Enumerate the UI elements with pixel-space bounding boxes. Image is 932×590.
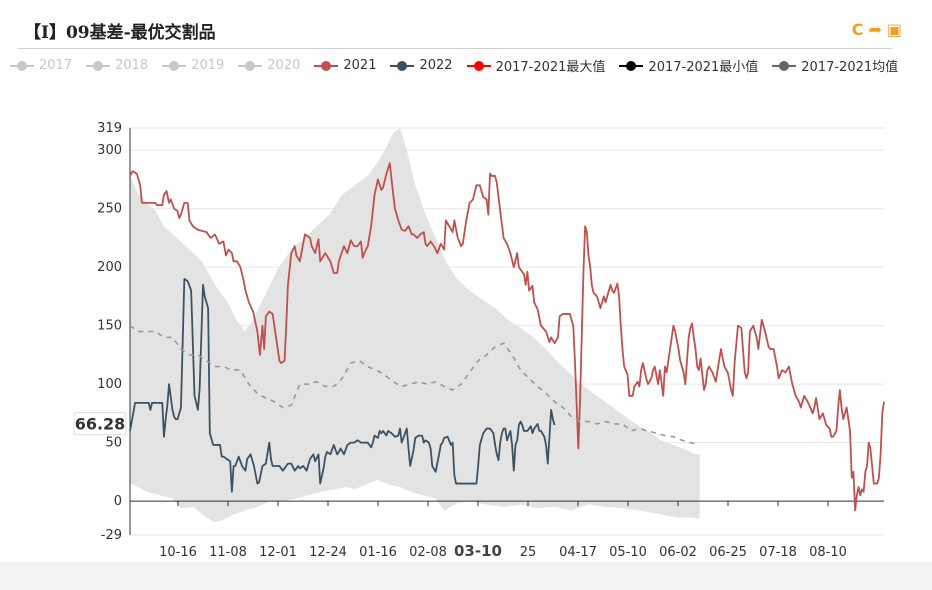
legend-item[interactable]: 2017-2021均值 — [772, 56, 898, 75]
footer-band — [0, 562, 932, 590]
y-tick-label: 150 — [97, 319, 122, 334]
y-tick-label: 0 — [114, 494, 122, 509]
legend-marker — [238, 60, 263, 72]
x-tick-label: 12-01 — [259, 545, 297, 560]
legend-marker — [10, 60, 34, 72]
legend-label: 2017-2021最大值 — [495, 60, 606, 75]
legend-label: 2021 — [343, 58, 377, 73]
legend-marker — [390, 60, 415, 72]
chart-title: 【I】09基差-最优交割品 — [24, 23, 216, 43]
legend-item[interactable]: 2017-2021最大值 — [466, 56, 606, 75]
x-tick-label: 07-18 — [759, 545, 797, 560]
x-tick-label: 12-24 — [309, 545, 347, 560]
legend-label: 2020 — [267, 58, 301, 73]
refresh-icon[interactable]: C — [851, 20, 864, 39]
y-tick-label: 100 — [97, 377, 122, 392]
series-line-2017-2021均值 — [129, 324, 700, 446]
x-tick-label: 06-25 — [709, 545, 747, 560]
legend-item[interactable]: 2017-2021最小值 — [619, 56, 758, 75]
x-tick-label: 25 — [520, 545, 537, 560]
legend-marker — [619, 60, 644, 72]
legend-label: 2017-2021最小值 — [648, 60, 759, 75]
x-tick-label: 01-16 — [359, 545, 397, 560]
legend: 2017 2018 2019 2020 2021 2022 2017-2021最… — [10, 56, 898, 75]
x-tick-label: 04-17 — [559, 545, 597, 560]
save-image-icon[interactable]: ▣ — [886, 20, 902, 39]
x-tick-label: 11-08 — [209, 545, 247, 560]
y-tick-label: 200 — [97, 260, 122, 275]
legend-label: 2019 — [191, 58, 225, 73]
legend-item[interactable]: 2022 — [390, 56, 453, 75]
legend-marker — [772, 60, 797, 72]
x-tick-label: 02-08 — [409, 545, 447, 560]
legend-label: 2022 — [419, 58, 453, 73]
x-tick-label: 08-10 — [809, 545, 847, 560]
title-divider — [18, 48, 892, 49]
legend-label: 2018 — [115, 58, 149, 73]
x-tick-label: 05-10 — [609, 545, 647, 560]
x-tick-label: 06-02 — [659, 545, 697, 560]
legend-marker — [466, 60, 491, 72]
y-tick-label: -29 — [101, 528, 122, 543]
legend-marker — [86, 60, 111, 72]
y-tick-label: 50 — [105, 436, 122, 451]
y-tick-label: 319 — [97, 121, 122, 136]
y-tick-label: 250 — [97, 202, 122, 217]
legend-marker — [314, 60, 339, 72]
legend-label: 2017-2021均值 — [801, 60, 899, 75]
series-line-2022 — [129, 277, 556, 493]
legend-item[interactable]: 2021 — [314, 56, 376, 75]
toolbar: C ➦ ▣ — [852, 20, 902, 39]
legend-item[interactable]: 2020 — [238, 56, 300, 75]
legend-marker — [162, 60, 187, 72]
share-icon[interactable]: ➦ — [868, 20, 882, 39]
legend-label: 2017 — [39, 58, 73, 73]
tooltip-value: 66.28 — [75, 415, 126, 434]
legend-item[interactable]: 2017 — [10, 56, 72, 75]
max-min-band — [130, 128, 700, 523]
legend-item[interactable]: 2019 — [162, 56, 224, 75]
legend-item[interactable]: 2018 — [86, 56, 148, 75]
tooltip-value-box — [73, 412, 127, 436]
series-line-2021 — [129, 162, 885, 512]
x-tick-label: 10-16 — [159, 545, 197, 560]
y-tick-label: 300 — [97, 143, 122, 158]
x-tick-label: 03-10 — [454, 542, 502, 560]
